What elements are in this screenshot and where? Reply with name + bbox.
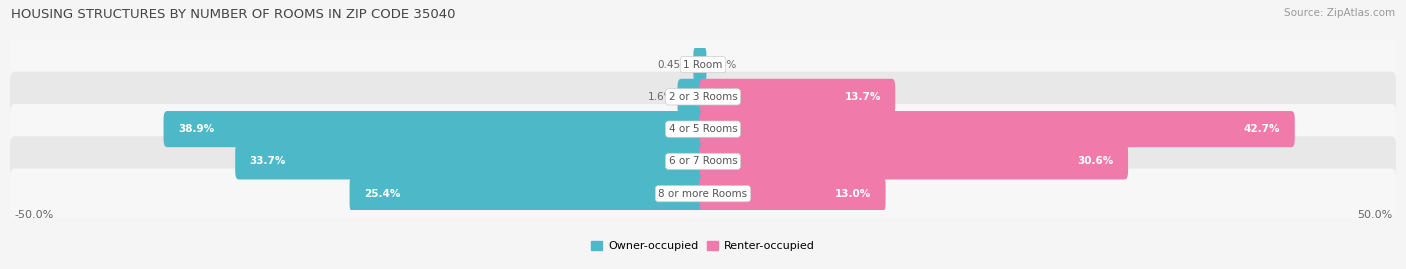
FancyBboxPatch shape [235,143,706,179]
FancyBboxPatch shape [700,79,896,115]
Text: 8 or more Rooms: 8 or more Rooms [658,189,748,199]
Text: 30.6%: 30.6% [1077,156,1114,167]
Text: 0.45%: 0.45% [657,59,690,70]
Text: -50.0%: -50.0% [14,210,53,220]
Text: Source: ZipAtlas.com: Source: ZipAtlas.com [1284,8,1395,18]
Text: 4 or 5 Rooms: 4 or 5 Rooms [669,124,737,134]
Legend: Owner-occupied, Renter-occupied: Owner-occupied, Renter-occupied [586,236,820,256]
Text: 6 or 7 Rooms: 6 or 7 Rooms [669,156,737,167]
FancyBboxPatch shape [163,111,706,147]
FancyBboxPatch shape [678,79,706,115]
Text: 2 or 3 Rooms: 2 or 3 Rooms [669,92,737,102]
FancyBboxPatch shape [10,136,1396,187]
FancyBboxPatch shape [10,104,1396,154]
Text: 13.7%: 13.7% [845,92,880,102]
Text: 33.7%: 33.7% [250,156,285,167]
Text: 38.9%: 38.9% [179,124,214,134]
FancyBboxPatch shape [700,143,1128,179]
FancyBboxPatch shape [693,47,706,83]
Text: 25.4%: 25.4% [364,189,401,199]
Text: 1 Room: 1 Room [683,59,723,70]
FancyBboxPatch shape [700,111,1295,147]
Text: 50.0%: 50.0% [1357,210,1392,220]
Text: HOUSING STRUCTURES BY NUMBER OF ROOMS IN ZIP CODE 35040: HOUSING STRUCTURES BY NUMBER OF ROOMS IN… [11,8,456,21]
FancyBboxPatch shape [10,72,1396,122]
FancyBboxPatch shape [700,176,886,212]
Text: 0.0%: 0.0% [710,59,737,70]
FancyBboxPatch shape [10,39,1396,90]
Text: 13.0%: 13.0% [835,189,872,199]
Text: 42.7%: 42.7% [1244,124,1281,134]
FancyBboxPatch shape [350,176,706,212]
Text: 1.6%: 1.6% [648,92,673,102]
FancyBboxPatch shape [10,168,1396,219]
